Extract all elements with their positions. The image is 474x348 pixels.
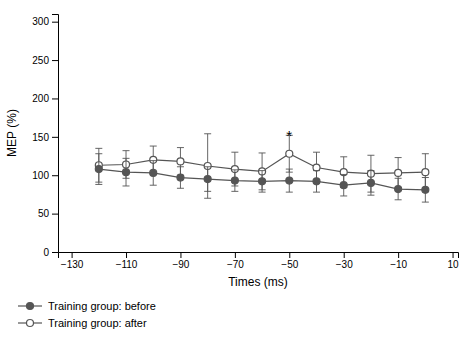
y-axis-line — [52, 15, 59, 253]
point — [150, 169, 157, 176]
legend-symbol — [27, 320, 34, 327]
x-tick-label: −110 — [116, 259, 138, 270]
point — [367, 179, 374, 186]
legend-label: Training group: after — [48, 317, 147, 329]
x-tick-mark — [126, 252, 127, 258]
x-tick-label: −30 — [336, 259, 353, 270]
point — [177, 174, 184, 181]
point — [231, 177, 238, 184]
y-tick-label: 50 — [38, 208, 50, 219]
x-tick-mark — [344, 252, 345, 258]
chart: −130−110−90−70−50−30−1010050100150200250… — [0, 0, 474, 348]
x-axis: −130 −110 −90 −70 −50 −30 −10 10 — [59, 252, 460, 270]
error-bar — [231, 170, 238, 191]
x-tick-label: −130 — [61, 259, 84, 270]
point — [177, 158, 184, 165]
x-tick: −70 — [227, 252, 244, 270]
x-tick: −130 — [61, 252, 84, 270]
plot: −130−110−90−70−50−30−1010050100150200250… — [32, 15, 459, 271]
point — [422, 186, 429, 193]
error-bar — [395, 178, 402, 199]
y-tick-mark — [52, 137, 58, 138]
y-tick-label: 250 — [32, 55, 49, 66]
y-tick-label: 100 — [32, 170, 49, 181]
point — [395, 186, 402, 193]
x-tick-mark — [235, 252, 236, 258]
x-axis-line — [59, 253, 459, 259]
point — [313, 178, 320, 185]
error-bar — [286, 169, 293, 192]
y-tick-mark — [52, 60, 58, 61]
x-tick-label: −70 — [227, 259, 244, 270]
y-tick: 200 — [32, 93, 58, 104]
legend: Training group: before Training group: af… — [18, 300, 156, 329]
y-tick: 50 — [38, 208, 58, 219]
point — [123, 169, 130, 176]
point — [313, 164, 320, 171]
x-axis-title: Times (ms) — [228, 275, 288, 289]
x-tick-mark — [289, 252, 290, 258]
x-tick-label: −90 — [172, 259, 189, 270]
y-axis-title: MEP (%) — [5, 109, 19, 157]
error-bar — [422, 178, 429, 203]
y-tick: 0 — [43, 247, 58, 258]
point — [204, 176, 211, 183]
point — [286, 150, 293, 157]
x-tick-label: 10 — [447, 259, 459, 270]
x-tick: −110 — [116, 252, 138, 270]
error-bar — [367, 171, 374, 196]
error-bar — [177, 167, 184, 188]
x-tick-label: −50 — [281, 259, 298, 270]
error-bar — [204, 134, 211, 198]
line — [99, 169, 426, 190]
y-tick: 300 — [32, 16, 58, 27]
annotation: * — [286, 127, 292, 144]
x-tick: −50 — [281, 252, 298, 270]
error-bar — [313, 171, 320, 192]
point — [395, 169, 402, 176]
y-tick-mark — [52, 98, 58, 99]
point — [422, 169, 429, 176]
x-tick-mark — [180, 252, 181, 258]
y-tick-mark — [52, 214, 58, 215]
y-tick-label: 300 — [32, 16, 49, 27]
y-tick-mark — [52, 175, 58, 176]
x-tick-label: −10 — [390, 259, 407, 270]
x-tick-mark — [72, 252, 73, 258]
marks — [95, 134, 429, 202]
error-bar — [259, 171, 266, 192]
y-tick: 100 — [32, 170, 58, 181]
error-bar — [231, 152, 238, 186]
x-tick: 10 — [447, 252, 459, 270]
y-tick-label: 200 — [32, 93, 49, 104]
legend-item: Training group: after — [18, 317, 147, 329]
legend-item: Training group: before — [18, 300, 156, 312]
error-bar — [150, 161, 157, 186]
error-bar — [340, 174, 347, 195]
y-tick-label: 0 — [43, 247, 49, 258]
legend-symbol — [27, 303, 34, 310]
point — [259, 178, 266, 185]
x-tick-mark — [398, 252, 399, 258]
x-tick-mark — [453, 252, 454, 258]
x-tick: −30 — [336, 252, 353, 270]
y-tick: 150 — [32, 132, 58, 143]
error-bar — [204, 167, 211, 192]
series — [95, 154, 429, 202]
legend-label: Training group: before — [48, 300, 156, 312]
x-tick: −90 — [172, 252, 189, 270]
y-tick-mark — [52, 22, 58, 23]
point — [286, 177, 293, 184]
y-axis: 0 50 100 150 200 250 300 — [32, 15, 58, 258]
y-tick-mark — [52, 252, 58, 253]
x-tick: −10 — [390, 252, 407, 270]
series — [95, 134, 429, 198]
error-bar — [123, 158, 130, 186]
point — [340, 182, 347, 189]
y-tick: 250 — [32, 55, 58, 66]
error-bar — [95, 154, 102, 185]
y-tick-label: 150 — [32, 132, 49, 143]
point — [95, 166, 102, 173]
